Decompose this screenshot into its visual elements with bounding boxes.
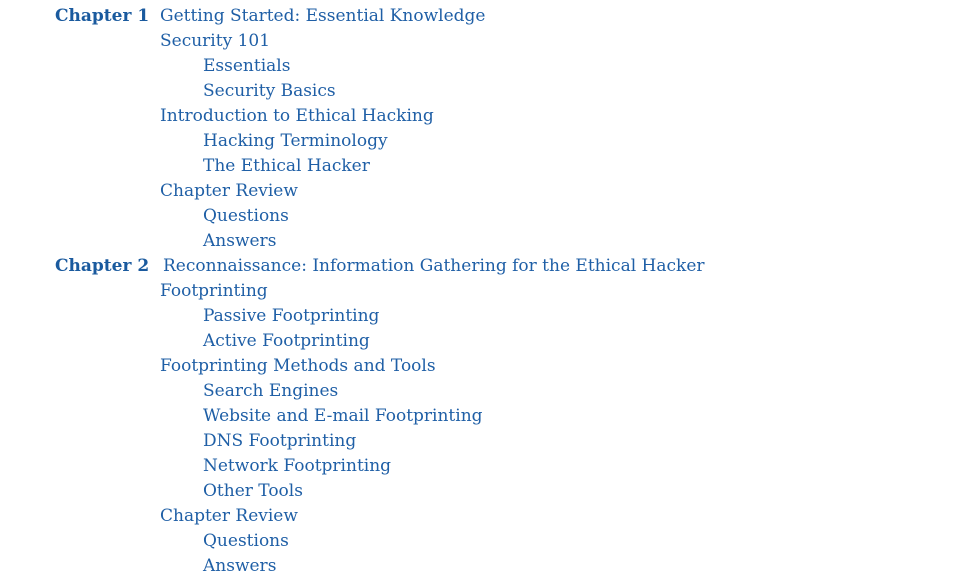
section-row: Footprinting Methods and Tools [0,354,965,379]
subsection-row: Website and E-mail Footprinting [0,404,965,429]
table-of-contents: Chapter 1 Getting Started: Essential Kno… [0,4,965,579]
subsection-link[interactable]: Other Tools [203,481,303,501]
subsection-link[interactable]: Questions [203,531,289,551]
subsection-row: Security Basics [0,79,965,104]
subsection-row: Questions [0,204,965,229]
chapter-label: Chapter 2 [55,256,150,276]
subsection-row: The Ethical Hacker [0,154,965,179]
subsection-link[interactable]: Search Engines [203,381,339,401]
subsection-row: DNS Footprinting [0,429,965,454]
chapter-row: Chapter 2 Reconnaissance: Information Ga… [0,254,965,279]
subsection-link[interactable]: DNS Footprinting [203,431,357,451]
subsection-link[interactable]: Network Footprinting [203,456,392,476]
section-link[interactable]: Security 101 [160,31,271,51]
subsection-link[interactable]: Answers [203,556,277,576]
section-link[interactable]: Chapter Review [160,506,298,526]
subsection-link[interactable]: Answers [203,231,277,251]
subsection-row: Other Tools [0,479,965,504]
section-row: Chapter Review [0,504,965,529]
chapter-title-link[interactable]: Getting Started: Essential Knowledge [160,6,486,26]
subsection-link[interactable]: Essentials [203,56,291,76]
subsection-link[interactable]: Active Footprinting [203,331,370,351]
subsection-link[interactable]: Security Basics [203,81,336,101]
subsection-row: Search Engines [0,379,965,404]
chapter-label: Chapter 1 [55,6,150,26]
subsection-row: Questions [0,529,965,554]
subsection-row: Hacking Terminology [0,129,965,154]
section-row: Chapter Review [0,179,965,204]
section-link[interactable]: Footprinting Methods and Tools [160,356,436,376]
subsection-link[interactable]: The Ethical Hacker [203,156,370,176]
subsection-link[interactable]: Passive Footprinting [203,306,380,326]
section-row: Security 101 [0,29,965,54]
subsection-link[interactable]: Hacking Terminology [203,131,388,151]
subsection-row: Answers [0,229,965,254]
section-row: Introduction to Ethical Hacking [0,104,965,129]
subsection-row: Passive Footprinting [0,304,965,329]
section-link[interactable]: Chapter Review [160,181,298,201]
subsection-link[interactable]: Website and E-mail Footprinting [203,406,483,426]
subsection-row: Network Footprinting [0,454,965,479]
section-link[interactable]: Footprinting [160,281,268,301]
chapter-title-link[interactable]: Reconnaissance: Information Gathering fo… [163,256,705,276]
subsection-row: Answers [0,554,965,579]
subsection-link[interactable]: Questions [203,206,289,226]
section-link[interactable]: Introduction to Ethical Hacking [160,106,434,126]
subsection-row: Essentials [0,54,965,79]
section-row: Footprinting [0,279,965,304]
subsection-row: Active Footprinting [0,329,965,354]
chapter-row: Chapter 1 Getting Started: Essential Kno… [0,4,965,29]
